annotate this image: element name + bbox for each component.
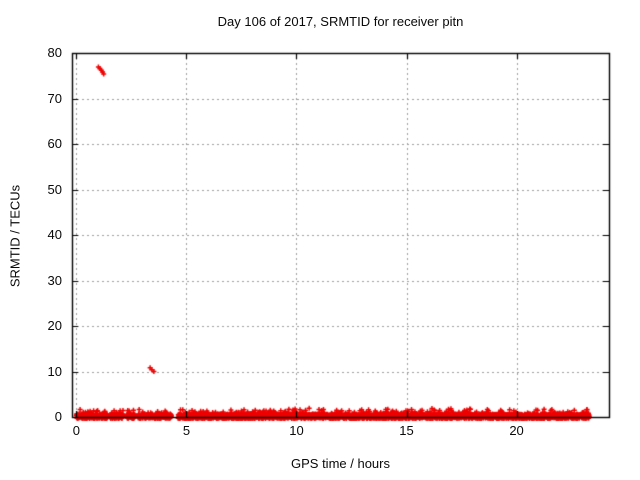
y-axis-label: SRMTID / TECUs (7, 184, 23, 288)
y-tick-label: 0 (54, 409, 62, 424)
x-tick-label: 5 (182, 423, 191, 438)
y-tick-label: 80 (47, 45, 62, 60)
y-tick-label: 10 (47, 363, 62, 379)
x-tick-label: 20 (509, 423, 524, 438)
x-tick-label: 10 (289, 423, 304, 438)
y-tick-label: 40 (47, 227, 62, 242)
x-tick-label: 0 (72, 423, 81, 438)
x-axis-label: GPS time / hours (291, 456, 390, 471)
x-tick-label: 15 (399, 423, 414, 438)
y-tick-label: 20 (47, 318, 62, 333)
y-tick-label: 60 (47, 136, 62, 151)
y-tick-label: 50 (47, 181, 62, 197)
y-tick-label: 70 (47, 90, 62, 106)
chart-title: Day 106 of 2017, SRMTID for receiver pit… (217, 14, 464, 29)
y-tick-label: 30 (47, 272, 62, 288)
